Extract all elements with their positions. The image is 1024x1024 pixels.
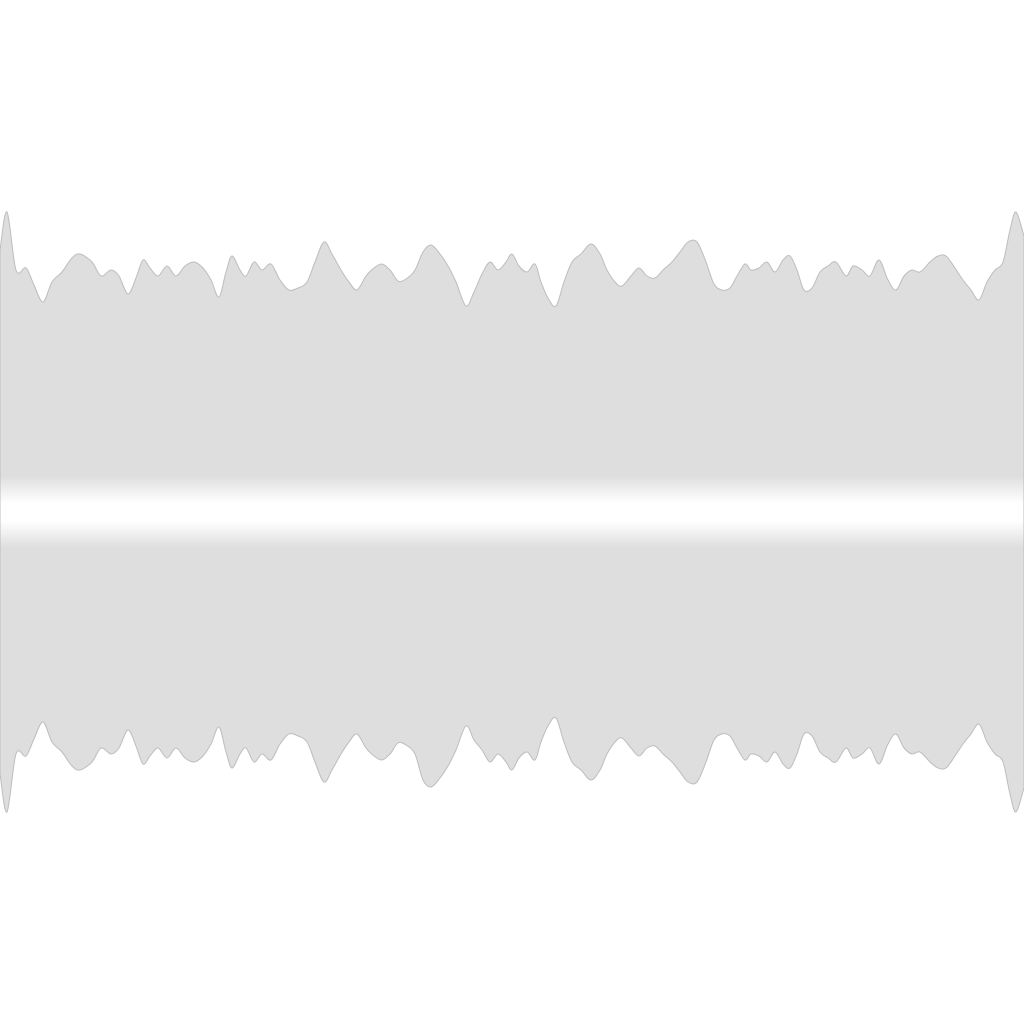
waveform-band bbox=[0, 211, 1024, 813]
